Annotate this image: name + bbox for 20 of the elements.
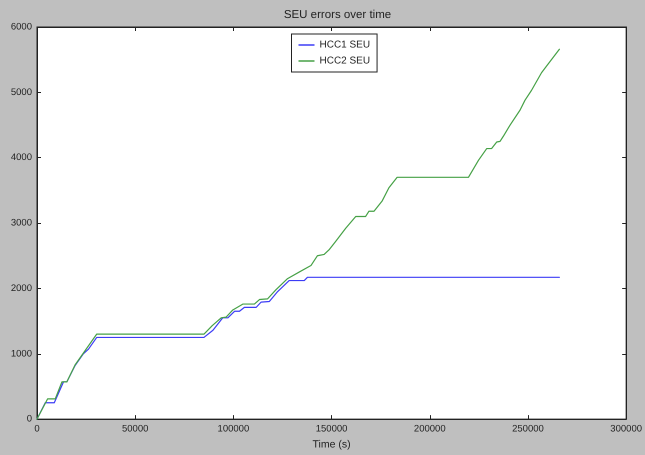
y-tick-label: 1000 (10, 348, 32, 360)
y-tick-label: 6000 (10, 22, 32, 32)
line-series (36, 48, 560, 420)
legend-label: HCC1 SEU (320, 40, 370, 50)
y-tick-label: 2000 (10, 282, 32, 294)
x-tick-label: 0 (34, 424, 40, 435)
chart-title: SEU errors over time (284, 9, 392, 21)
x-tick-label: 100000 (218, 424, 250, 435)
x-tick-label: 250000 (512, 424, 544, 435)
x-tick-label: 50000 (122, 424, 148, 435)
y-tick-label: 4000 (10, 152, 32, 164)
y-tick-label: 3000 (10, 218, 32, 229)
line-series (36, 276, 560, 420)
x-tick-label: 150000 (316, 424, 348, 435)
x-tick-label: 200000 (414, 424, 446, 435)
y-tick-label: 5000 (10, 86, 32, 98)
x-tick-label: 300000 (610, 424, 642, 435)
legend-label: HCC2 SEU (320, 56, 370, 66)
x-axis-title: Time (s) (312, 438, 351, 450)
y-tick-label: 0 (26, 414, 32, 425)
